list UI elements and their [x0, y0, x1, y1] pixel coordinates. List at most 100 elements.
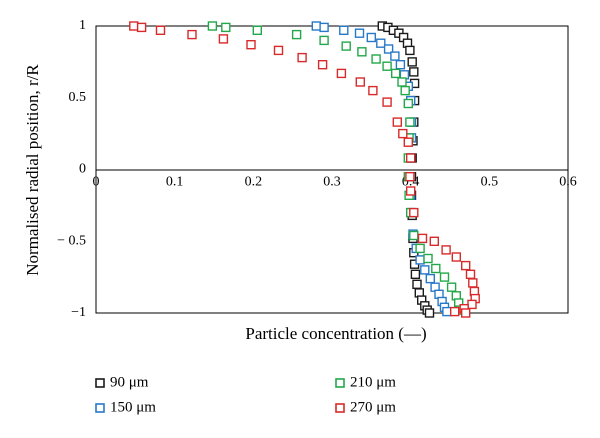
legend-marker [335, 378, 345, 388]
data-point [368, 85, 378, 96]
data-point [403, 98, 413, 109]
data-point [291, 29, 302, 40]
data-point [467, 299, 477, 310]
series-3 [129, 21, 480, 318]
x-axis-title: Particle concentration (—) [245, 324, 426, 343]
data-point [409, 67, 419, 77]
y-tick-labels: 1 0.5 0 − 0.5 −1 [57, 18, 86, 320]
data-point [400, 85, 410, 96]
y-axis-title: Normalised radial position, r/R [23, 64, 42, 276]
x-tick-label: 0.6 [559, 175, 577, 190]
data-point [412, 279, 422, 289]
data-point [468, 278, 478, 288]
data-point [442, 306, 452, 317]
data-point [406, 153, 416, 163]
data-point [354, 28, 365, 38]
data-point [461, 260, 471, 271]
data-point [155, 25, 166, 35]
data-point [417, 233, 428, 244]
data-point [429, 236, 439, 247]
data-point [187, 29, 197, 40]
data-point [409, 230, 419, 241]
data-point [311, 21, 321, 31]
data-point [136, 22, 147, 33]
y-tick-label: 1 [79, 18, 86, 33]
data-point [252, 25, 263, 35]
y-axis-title-text: Normalised radial position, r/R [23, 64, 42, 276]
data-point [246, 40, 256, 50]
legend-marker [95, 378, 105, 388]
data-point [397, 77, 407, 87]
legend-label: 150 μm [110, 399, 156, 415]
data-point [451, 252, 461, 262]
data-point [403, 137, 413, 147]
data-point [371, 54, 381, 64]
data-point [461, 308, 471, 318]
data-point [341, 41, 351, 51]
data-point [409, 207, 419, 218]
data-point [405, 45, 415, 56]
data-point [376, 38, 386, 48]
x-tick-label: 0 [93, 175, 100, 190]
legend-marker [335, 403, 345, 413]
data-point [465, 269, 476, 279]
y-tick-label: 0 [79, 162, 86, 177]
plot-frame [95, 25, 569, 314]
data-point [319, 35, 329, 46]
data-point [336, 68, 347, 79]
data-point [410, 269, 421, 279]
data-point [319, 22, 329, 33]
legend-label: 270 μm [350, 399, 396, 415]
x-tick-label: 0.1 [166, 175, 184, 190]
x-tick-label: 0.2 [245, 175, 263, 190]
legend-item: 210 μm [335, 374, 396, 390]
data-point [406, 186, 416, 196]
data-point [221, 22, 231, 33]
data-point [407, 57, 417, 67]
y-tick-label: −1 [71, 305, 86, 320]
legend-item: 150 μm [95, 399, 156, 415]
data-point [355, 77, 365, 87]
data-point [441, 245, 451, 255]
legend-marker [95, 403, 105, 413]
data-point [405, 117, 415, 127]
x-tick-labels: 0 0.1 0.2 0.3 0.4 0.5 0.6 [93, 175, 577, 190]
legend-item: 90 μm [95, 374, 149, 390]
data-point [424, 308, 435, 318]
data-point [425, 273, 435, 284]
legend: 90 μm 150 μm 210 μm 270 μm [95, 374, 396, 415]
legend-label: 210 μm [350, 374, 396, 390]
data-point [129, 21, 139, 31]
data-point [366, 32, 376, 43]
series-1 [311, 21, 452, 317]
y-tick-label: 0.5 [69, 90, 87, 105]
data-point [395, 60, 406, 70]
data-point [420, 265, 430, 275]
data-point [382, 61, 392, 71]
data-point [405, 171, 415, 182]
data-point [297, 52, 307, 63]
data-point [415, 243, 425, 254]
data-point [218, 34, 229, 44]
x-tick-label: 0.5 [481, 175, 499, 190]
data-point [390, 51, 400, 61]
data-point [391, 68, 401, 79]
data-point [357, 47, 367, 57]
data-point [207, 21, 218, 31]
data-point [439, 272, 450, 282]
data-point [446, 282, 457, 292]
x-tick-label: 0.3 [323, 175, 341, 190]
data-point [383, 44, 394, 54]
data-point [392, 117, 402, 127]
legend-item: 270 μm [335, 399, 396, 415]
y-tick-label: − 0.5 [57, 233, 86, 248]
data-point [382, 97, 392, 107]
data-markers [129, 21, 480, 318]
data-point [450, 306, 460, 317]
data-point [317, 60, 328, 70]
data-point [273, 45, 284, 56]
data-point [431, 263, 441, 274]
legend-label: 90 μm [110, 374, 149, 390]
data-point [398, 128, 408, 139]
